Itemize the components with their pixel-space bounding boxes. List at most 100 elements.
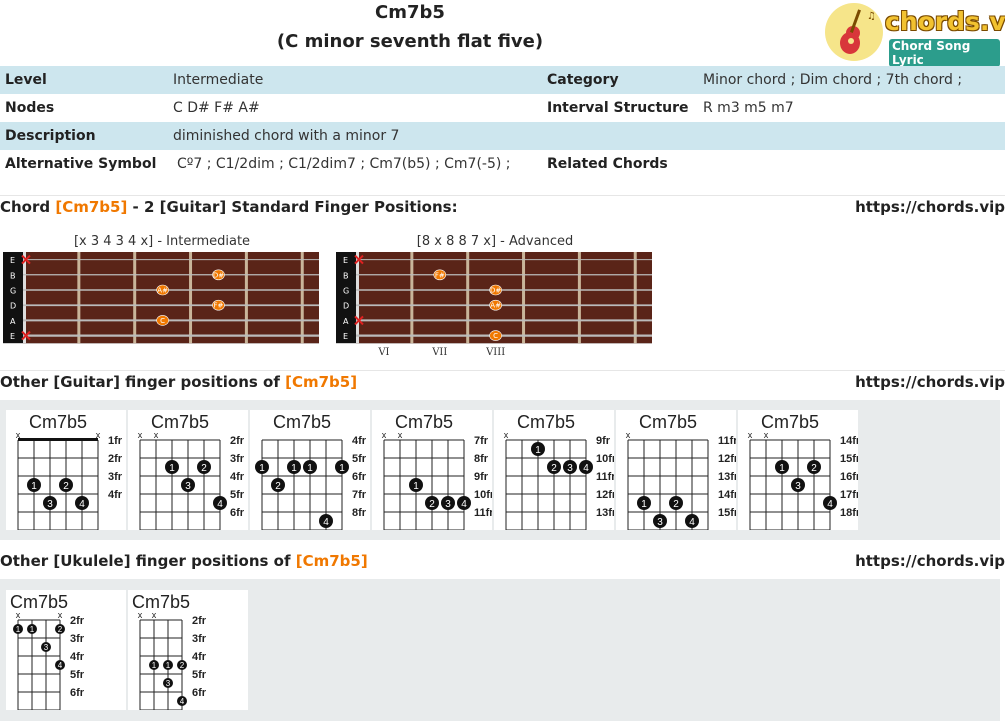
finger-dot	[579, 460, 593, 474]
chord-diagram-card[interactable]: Cm7b5 2fr 3fr 4fr 5fr 6fr x x 1 1 3 2 4	[6, 590, 126, 711]
site-url-link[interactable]: https://chords.vip	[855, 373, 1005, 391]
fret-position-label: 6fr	[230, 507, 245, 519]
finger-dot	[149, 660, 159, 670]
finger-number-label: 2	[201, 463, 207, 474]
finger-dot	[563, 460, 577, 474]
string-name-label: D	[10, 302, 16, 311]
finger-number-label: 3	[166, 679, 171, 688]
fret-position-label: 3fr	[230, 453, 245, 465]
chord-diagram-card[interactable]: Cm7b5 1fr 2fr 3fr 4fr x x 1 3 2 4	[6, 410, 126, 531]
finger-dot	[197, 460, 211, 474]
svg-text:♫: ♫	[867, 11, 876, 22]
string-name-label: B	[10, 271, 16, 280]
fret-position-label: 3fr	[70, 633, 85, 645]
muted-string-icon: x	[626, 430, 631, 440]
finger-number-label: 1	[291, 463, 297, 474]
note-dot	[489, 330, 502, 341]
finger-dot	[177, 696, 187, 706]
chord-diagram: Cm7b5 2fr 3fr 4fr 5fr 6fr x x 132 4	[138, 412, 245, 531]
finger-number-label: 2	[63, 481, 69, 492]
site-url-link[interactable]: https://chords.vip	[855, 552, 1005, 570]
string-name-label: A	[10, 317, 16, 326]
muted-string-icon: x	[382, 430, 387, 440]
fret-position-label: 4fr	[352, 435, 367, 447]
fret-position-label: 8fr	[474, 453, 489, 465]
muted-string-icon: x	[138, 430, 143, 440]
finger-number-label: 3	[44, 643, 49, 652]
finger-dot	[27, 478, 41, 492]
string-name-label: E	[343, 256, 348, 265]
fret-position-label: 12fr	[718, 453, 736, 465]
finger-dot	[807, 460, 821, 474]
note-dot	[433, 269, 447, 281]
finger-number-label: 1	[535, 445, 541, 456]
finger-number-label: 2	[673, 499, 679, 510]
finger-dot	[13, 624, 23, 634]
fret-number-label: VII	[431, 347, 447, 358]
alt-symbol-label: Alternative Symbol	[5, 156, 157, 172]
finger-number-label: 4	[217, 499, 223, 510]
finger-dot	[41, 642, 51, 652]
fret-position-label: 4fr	[108, 489, 123, 501]
fret-position-label: 8fr	[352, 507, 367, 519]
info-row-level: Level Intermediate Category Minor chord …	[0, 66, 1005, 94]
finger-number-label: 4	[79, 499, 85, 510]
finger-dot	[653, 514, 667, 528]
note-label: A#	[157, 287, 168, 295]
chord-link[interactable]: [Cm7b5]	[55, 198, 128, 216]
note-label: C	[160, 317, 165, 325]
finger-dot	[441, 496, 455, 510]
finger-number-label: 3	[445, 499, 451, 510]
finger-number-label: 2	[551, 463, 557, 474]
section-standard-positions: Chord [Cm7b5] - 2 [Guitar] Standard Fing…	[0, 198, 1005, 220]
fret-position-label: 11fr	[596, 471, 614, 483]
chord-diagram-card[interactable]: Cm7b5 14fr 15fr 16fr 17fr 18fr x x 132 4	[738, 410, 861, 531]
finger-number-label: 4	[58, 661, 63, 670]
fret-position-label: 2fr	[108, 453, 123, 465]
fret-position-label: 3fr	[192, 633, 207, 645]
chord-diagram-card[interactable]: Cm7b5 2fr 3fr 4fr 5fr 6fr x x 1 3 2 4	[128, 410, 248, 531]
chord-diagram-card[interactable]: Cm7b5 2fr 3fr 4fr 5fr 6fr x x 1 1 3 2 4	[128, 590, 248, 711]
finger-dot	[255, 460, 269, 474]
fret-position-label: 11fr	[474, 507, 492, 519]
muted-string-icon: x	[58, 610, 63, 620]
chord-link[interactable]: [Cm7b5]	[295, 552, 368, 570]
finger-dot	[27, 624, 37, 634]
finger-number-label: 2	[275, 481, 281, 492]
chord-name-label: Cm7b5	[761, 412, 819, 432]
string-name-label: G	[10, 287, 16, 296]
string-name-label: D	[343, 302, 349, 311]
finger-dot	[59, 478, 73, 492]
fret-position-label: 6fr	[70, 687, 85, 699]
fret-position-label: 14fr	[840, 435, 858, 447]
chord-name-label: Cm7b5	[273, 412, 331, 432]
site-url-link[interactable]: https://chords.vip	[855, 198, 1005, 216]
finger-number-label: 1	[30, 625, 35, 634]
finger-number-label: 3	[657, 517, 663, 528]
fret-position-label: 9fr	[474, 471, 489, 483]
chord-name-label: Cm7b5	[639, 412, 697, 432]
finger-number-label: 4	[827, 499, 833, 510]
finger-dot	[637, 496, 651, 510]
muted-string-icon: x	[152, 610, 157, 620]
finger-number-label: 3	[567, 463, 573, 474]
chord-diagram-card[interactable]: Cm7b5 4fr 5fr 6fr 7fr 8fr 1 2 1 1 4 1	[250, 410, 370, 531]
chord-link[interactable]: [Cm7b5]	[285, 373, 358, 391]
barre-bar	[18, 438, 98, 441]
string-name-label: E	[10, 256, 15, 265]
divider	[0, 370, 1005, 371]
fret-position-label: 12fr	[596, 489, 614, 501]
site-logo[interactable]: ♫ chords.vip Chord Song Lyric	[825, 3, 1005, 67]
fret-position-label: 17fr	[840, 489, 858, 501]
guitar-logo-icon: ♫	[825, 3, 883, 61]
fret-position-label: 6fr	[192, 687, 207, 699]
fret-position-label: 1fr	[108, 435, 123, 447]
note-dot	[212, 299, 225, 311]
info-row-description: Description diminished chord with a mino…	[0, 122, 1005, 150]
section-title-pre: Chord	[0, 198, 56, 216]
